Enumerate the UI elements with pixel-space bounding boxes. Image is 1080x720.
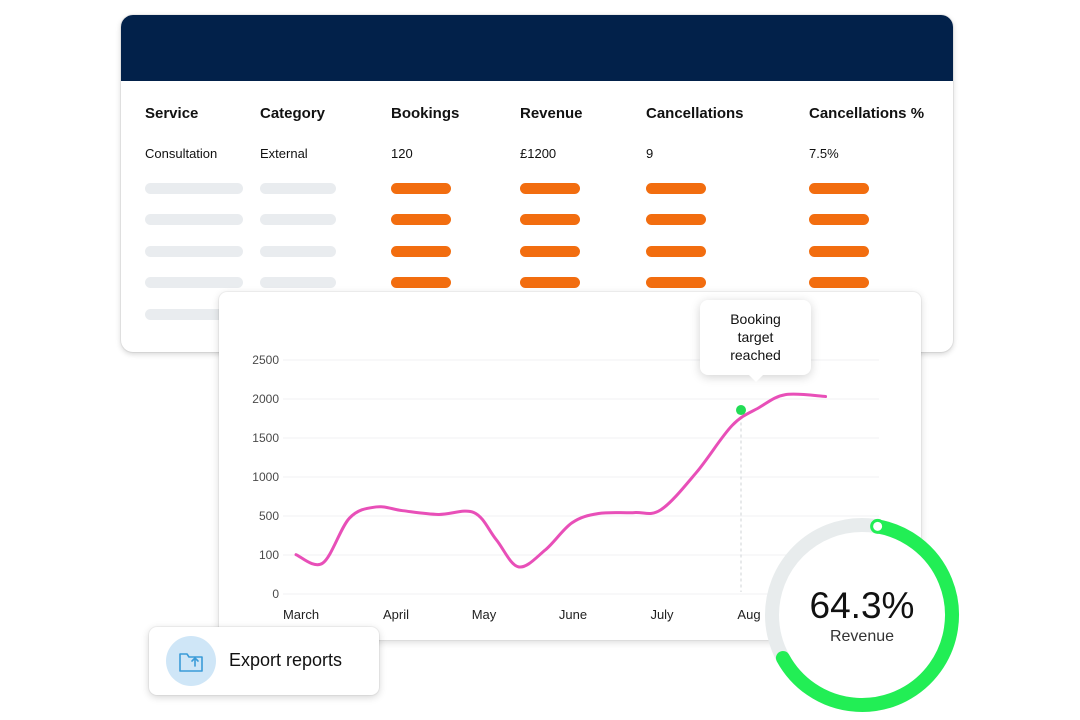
annotation-line: reached [730,347,781,363]
y-tick-label: 0 [272,587,279,601]
column-header-revenue[interactable]: Revenue [520,105,583,122]
cell-revenue: £1200 [520,146,557,161]
annotation-line: Booking [730,311,781,327]
chart-annotation-tooltip: Booking target reached [700,300,811,382]
revenue-donut: 64.3% Revenue [762,515,962,715]
x-tick-label: March [283,607,319,622]
x-tick-label: Aug [737,607,760,622]
donut-value: 64.3% [809,585,915,626]
x-tick-label: July [650,607,674,622]
cell-category: External [260,146,308,161]
series-line [294,392,828,569]
column-header-cancellations[interactable]: Cancellations [646,105,744,122]
x-tick-label: May [472,607,497,622]
y-tick-label: 2500 [252,353,279,367]
x-tick-label: June [559,607,587,622]
y-tick-label: 1500 [252,431,279,445]
annotation-line: target [737,329,774,345]
y-tick-label: 2000 [252,392,279,406]
x-tick-label: April [383,607,409,622]
y-tick-label: 1000 [252,470,279,484]
column-header-category[interactable]: Category [260,105,326,122]
y-tick-label: 100 [259,548,279,562]
folder-upload-icon [166,636,216,686]
donut-start-knob [870,518,886,534]
cell-cancellations: 9 [646,146,654,161]
donut-progress-arc [775,519,959,712]
y-tick-label: 500 [259,509,279,523]
cell-cancellations-percent: 7.5% [809,146,839,161]
column-header-bookings[interactable]: Bookings [391,105,460,122]
export-reports-label: Export reports [229,650,343,670]
cell-service: Consultation [145,146,218,161]
donut-ring [765,518,959,712]
column-header-service[interactable]: Service [145,105,199,122]
cell-bookings: 120 [391,146,413,161]
table-header-bar [121,15,953,81]
donut-label: Revenue [829,628,895,645]
target-marker-dot [736,405,746,416]
export-reports-button[interactable]: Export reports [149,627,379,695]
column-header-cancellations-percent[interactable]: Cancellations % [809,105,925,122]
